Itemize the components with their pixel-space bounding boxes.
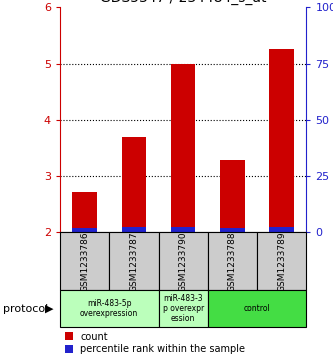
- Title: GDS5347 / 234484_s_at: GDS5347 / 234484_s_at: [100, 0, 266, 5]
- Text: control: control: [244, 304, 270, 313]
- Bar: [159, 232, 208, 290]
- Bar: [269, 49, 294, 232]
- Bar: [220, 228, 245, 232]
- Bar: [208, 290, 306, 327]
- Legend: count, percentile rank within the sample: count, percentile rank within the sample: [65, 331, 245, 355]
- Bar: [122, 136, 146, 232]
- Bar: [220, 160, 245, 232]
- Bar: [208, 232, 257, 290]
- Bar: [60, 290, 159, 327]
- Bar: [171, 227, 195, 232]
- Text: GSM1233789: GSM1233789: [277, 231, 286, 292]
- Text: miR-483-3
p overexpr
ession: miR-483-3 p overexpr ession: [163, 294, 204, 323]
- Text: protocol: protocol: [3, 303, 49, 314]
- Bar: [109, 232, 159, 290]
- Bar: [72, 192, 97, 232]
- Text: GSM1233787: GSM1233787: [129, 231, 139, 292]
- Bar: [159, 290, 208, 327]
- Bar: [72, 228, 97, 232]
- Bar: [257, 232, 306, 290]
- Text: GSM1233790: GSM1233790: [178, 231, 188, 292]
- Bar: [60, 232, 109, 290]
- Bar: [122, 227, 146, 232]
- Text: GSM1233786: GSM1233786: [80, 231, 89, 292]
- Text: miR-483-5p
overexpression: miR-483-5p overexpression: [80, 299, 138, 318]
- Text: GSM1233788: GSM1233788: [228, 231, 237, 292]
- Bar: [269, 227, 294, 232]
- Bar: [171, 64, 195, 232]
- Text: ▶: ▶: [45, 303, 53, 314]
